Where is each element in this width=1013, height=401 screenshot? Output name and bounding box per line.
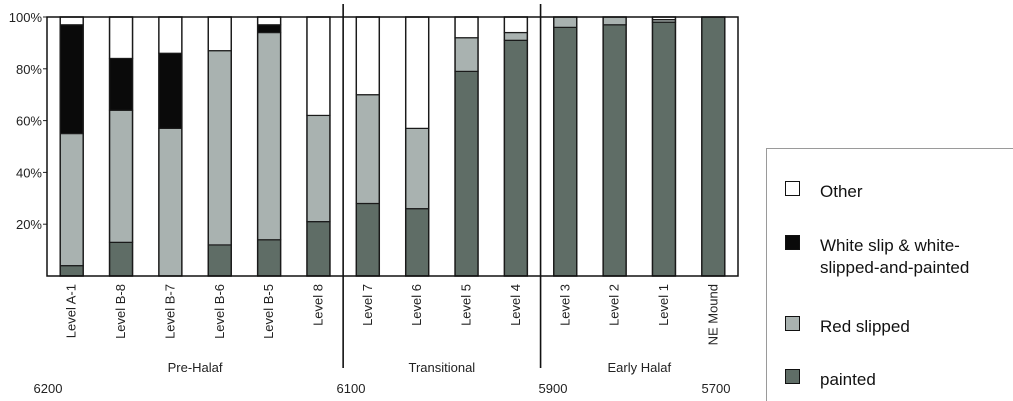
legend-label-white-slip-line1: White slip & white- [820,236,960,255]
bar-segment-white-slip-white-slipped-and-painted [257,24,282,34]
legend-swatch-painted [785,369,800,384]
x-tick-label: Level 6 [409,284,424,326]
period-label: Pre-Halaf [168,360,223,375]
y-tick-label: 60% [16,114,42,129]
bar-segment-painted [405,208,430,277]
x-tick-label: Level 5 [459,284,474,326]
bar-segment-painted [355,202,380,277]
legend-label-white-slip: White slip & white- slipped-and-painted [820,235,1010,279]
bar-segment-other [405,16,430,129]
legend-item-red-slipped: Red slipped [785,316,910,338]
bar-segment-painted [207,244,232,277]
legend-item-painted: painted [785,369,876,391]
legend-item-other: Other [785,181,863,203]
bar-segment-red-slipped [257,31,282,241]
legend-label-red-slipped: Red slipped [820,317,910,336]
bar-segment-other [454,16,479,39]
x-tick-label: Level B-6 [212,284,227,339]
y-tick-label: 40% [16,165,42,180]
bar-segment-red-slipped [405,127,430,210]
bar-segment-other [306,16,331,117]
x-tick-label: Level 4 [508,284,523,326]
legend-label-white-slip-line2: slipped-and-painted [820,258,970,277]
x-tick-label: Level 1 [656,284,671,326]
x-tick-label: Level B-5 [261,284,276,339]
bar-segment-white-slip-white-slipped-and-painted [108,57,134,111]
period-label: Transitional [408,360,475,375]
period-label: Early Halaf [607,360,671,375]
bar-segment-painted [602,24,627,277]
period-labels: Pre-Halaf Transitional Early Halaf 6200 6100… [34,360,731,396]
bar-segment-white-slip-white-slipped-and-painted [59,24,84,135]
x-axis-labels: Level A-1 Level B-8 Level B-7 Level B-6 Leve… [64,284,721,345]
bar-segment-painted [651,21,677,277]
year-label: 5700 [702,381,731,396]
x-tick-label: Level 2 [607,284,622,326]
bar-segment-painted [503,39,528,277]
x-tick-label: Level A-1 [64,284,79,338]
plot-frame [46,4,739,368]
bar-segment-red-slipped [553,16,578,28]
bar-segment-other [207,16,232,52]
bar-segment-other [257,16,282,26]
legend: Other White slip & white- slipped-and-pa… [766,148,1013,401]
bar-segment-painted [454,70,479,277]
year-label: 5900 [539,381,568,396]
legend-label-other: Other [820,182,863,201]
bar-segment-painted [553,26,578,277]
x-tick-label: Level 8 [310,284,325,326]
bar-segment-painted [108,241,134,277]
legend-swatch-red-slipped [785,316,800,331]
year-label: 6100 [337,381,366,396]
bar-segment-painted [59,265,84,277]
bar-segment-red-slipped [108,109,134,243]
legend-swatch-white-slip [785,235,800,250]
year-label: 6200 [34,381,63,396]
y-tick-label: 100% [9,10,43,25]
plot-border [46,16,739,277]
bar-segment-red-slipped [158,127,183,277]
y-axis-ticks: 20% 40% 60% 80% 100% [9,10,47,232]
x-tick-label: Level 7 [360,284,375,326]
bar-segment-red-slipped [207,50,232,246]
x-tick-label: Level 3 [557,284,572,326]
bar-segment-red-slipped [602,16,627,26]
bar-segment-red-slipped [454,37,479,72]
legend-swatch-other [785,181,800,196]
bar-segment-other [108,16,134,60]
x-tick-label: Level B-8 [113,284,128,339]
y-tick-label: 20% [16,217,42,232]
legend-item-white-slip: White slip & white- slipped-and-painted [785,235,1010,279]
bar-segment-other [503,16,528,34]
x-tick-label: Level B-7 [162,284,177,339]
bar-segment-painted [257,239,282,277]
x-tick-label: NE Mound [705,284,720,345]
bar-segment-painted [701,16,726,277]
bar-segment-red-slipped [59,132,84,267]
bar-segment-other [158,16,183,54]
bar-segment-other [355,16,380,96]
bar-segment-red-slipped [306,114,331,223]
legend-label-painted: painted [820,370,876,389]
bar-segment-red-slipped [503,31,528,41]
bar-segment-other [59,16,84,26]
bar-segment-white-slip-white-slipped-and-painted [158,52,183,129]
y-tick-label: 80% [16,62,42,77]
bar-segment-red-slipped [355,94,380,205]
bar-segment-painted [306,221,331,277]
bars [59,16,726,277]
